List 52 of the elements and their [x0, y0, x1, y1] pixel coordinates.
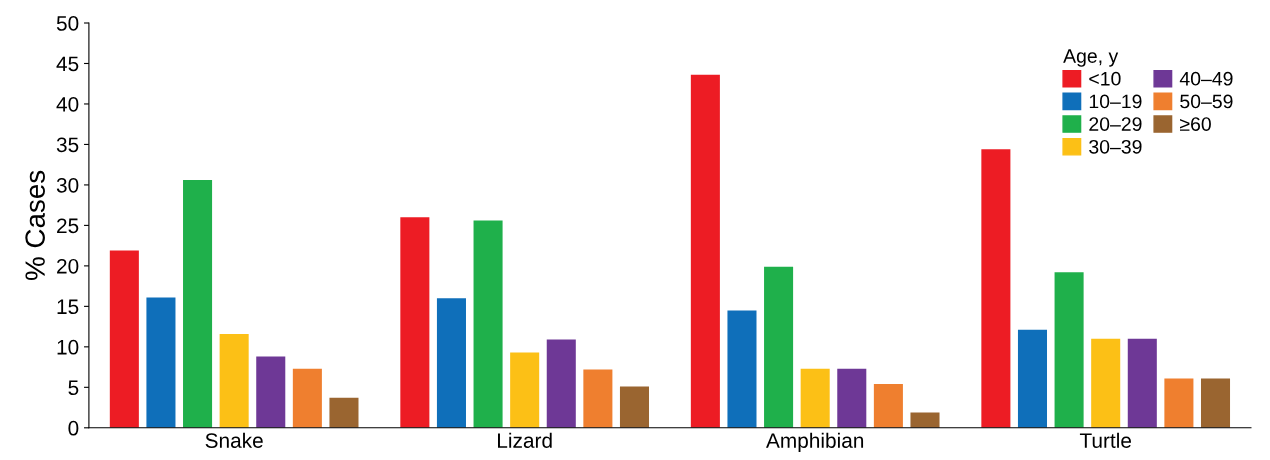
x-tick-label: Lizard [498, 432, 552, 448]
y-axis-title: % Cases [25, 170, 45, 280]
y-tick-label: 25 [57, 218, 79, 234]
bar [436, 298, 466, 428]
y-tick-label: 10 [57, 339, 79, 355]
x-tick-label: Amphibian [766, 432, 864, 453]
bar [292, 368, 322, 428]
y-tick-label: 45 [56, 56, 79, 72]
bar [800, 368, 830, 428]
bar [1164, 378, 1194, 428]
bar [546, 339, 576, 428]
legend-label: 30–39 [1089, 139, 1142, 154]
bar [146, 297, 176, 428]
bar [1091, 338, 1121, 428]
legend-label: 20–29 [1089, 117, 1142, 131]
y-tick-label: 50 [56, 16, 79, 31]
bar [981, 149, 1011, 428]
x-tick-label: Snake [205, 432, 263, 448]
bar [183, 180, 213, 428]
bar [329, 397, 359, 428]
legend-label: ≥60 [1180, 117, 1211, 131]
bar [690, 74, 720, 428]
legend-label: 10–19 [1089, 94, 1142, 109]
bar [619, 386, 650, 428]
x-tick-label: Turtle [1079, 432, 1132, 448]
bar [583, 369, 613, 428]
bar [1200, 378, 1231, 428]
y-tick-label: 0 [68, 420, 79, 436]
bar [510, 352, 540, 428]
bar [1127, 338, 1157, 428]
bar [764, 266, 794, 428]
bar [473, 220, 503, 428]
bar [873, 384, 903, 428]
y-tick-label: 5 [68, 380, 79, 396]
bar [109, 250, 139, 428]
bar [727, 310, 757, 428]
bar [837, 368, 867, 428]
bar [400, 217, 430, 428]
y-tick-label: 15 [57, 299, 79, 315]
y-tick-label: 40 [56, 96, 79, 112]
y-tick-label: 20 [57, 258, 79, 274]
y-tick-label: 35 [56, 137, 79, 153]
bar [1054, 272, 1084, 428]
legend-title: Age, y [1063, 49, 1119, 67]
bar [910, 412, 940, 428]
bar [256, 356, 286, 428]
legend-label: <10 [1089, 71, 1121, 86]
bar [1017, 329, 1048, 428]
bar [219, 333, 249, 428]
legend-label: 40–49 [1179, 71, 1233, 86]
y-tick-label: 30 [56, 177, 79, 193]
legend-label: 50–59 [1180, 94, 1233, 109]
